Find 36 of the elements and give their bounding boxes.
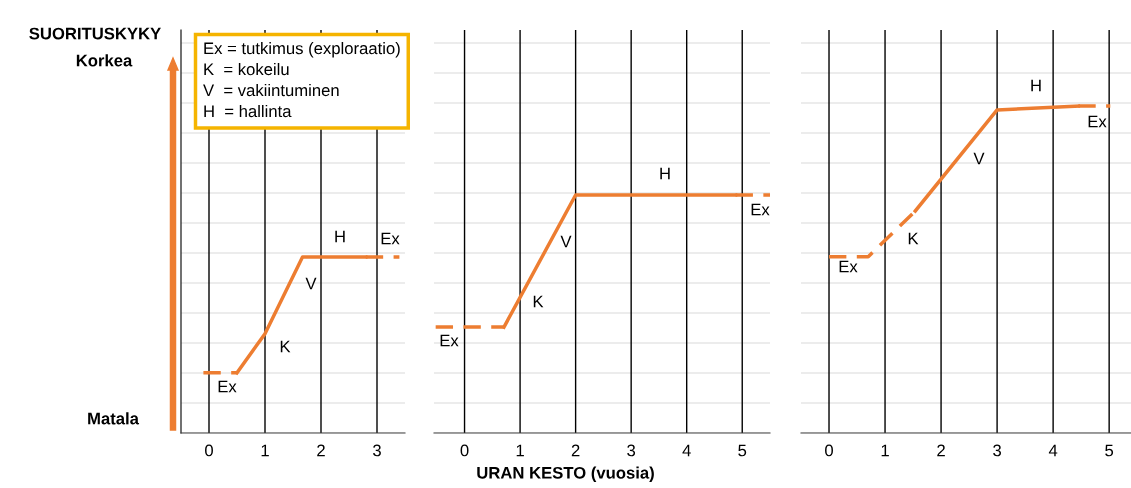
- x-tick-label: 5: [1105, 444, 1114, 457]
- text: SUORITUSKYKY: [29, 27, 161, 40]
- text: H: [660, 167, 670, 180]
- annotation: V: [305, 277, 317, 290]
- annotation: V: [560, 235, 572, 248]
- x-tick-label: 5: [738, 444, 747, 457]
- text: H: [1031, 79, 1041, 92]
- annotation: K: [908, 232, 919, 245]
- text: Ex: [381, 232, 400, 245]
- x-tick-label: 3: [373, 444, 381, 457]
- annotation: Ex: [218, 380, 237, 393]
- x-tick-label: 2: [317, 444, 325, 457]
- x-tick-label: 0: [825, 444, 833, 457]
- text: Matala: [88, 412, 140, 425]
- annotation: Ex: [839, 260, 858, 273]
- annotation: V: [973, 152, 985, 165]
- annotation: Ex: [1088, 115, 1107, 128]
- text: H: [335, 230, 345, 243]
- annotation: K: [280, 340, 291, 353]
- annotation: Ex: [751, 203, 770, 216]
- annotation: K: [533, 295, 544, 308]
- x-tick-label: 3: [993, 444, 1001, 457]
- x-tick-label: 2: [937, 444, 945, 457]
- x-tick-label: 1: [881, 444, 889, 457]
- text: Korkea: [76, 54, 133, 67]
- x-tick-label: 2: [571, 444, 580, 457]
- x-tick-label: 1: [261, 444, 269, 457]
- x-tick-label: 1: [516, 444, 524, 457]
- x-axis-title: URAN KESTO (vuosia): [477, 466, 654, 482]
- x-tick-label: 0: [460, 444, 469, 457]
- x-tick-label: 3: [627, 444, 636, 457]
- x-tick-label: 0: [205, 444, 213, 457]
- text: Ex = tutkimus (exploraatio) K = kokeilu V = vakiintuminen H = hallinta: [203, 42, 400, 118]
- annotation: Ex: [440, 334, 459, 347]
- x-tick-label: 4: [682, 444, 691, 457]
- x-tick-label: 4: [1048, 444, 1058, 457]
